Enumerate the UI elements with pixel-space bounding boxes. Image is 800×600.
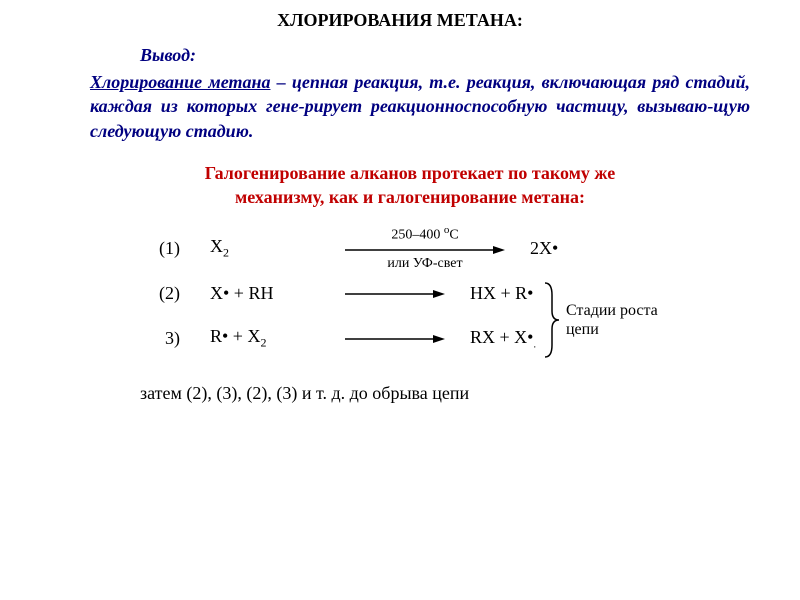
r3-dot: . — [533, 339, 536, 350]
reaction-2-arrow — [340, 289, 450, 299]
brace-icon — [542, 281, 560, 359]
reaction-1-left: X2 — [210, 236, 340, 261]
r1-arrow-bot: или УФ-свет — [387, 257, 462, 271]
page-title: ХЛОРИРОВАНИЯ МЕТАНА: — [50, 10, 750, 31]
brace-l2: цепи — [566, 321, 599, 338]
reaction-1-right: 2X• — [510, 238, 558, 259]
r1-species: X — [210, 236, 223, 256]
halo-line2: механизму, как и галогенирование метана: — [235, 187, 585, 207]
reaction-2: (2) X• + RH HX + R• — [90, 283, 536, 304]
arrow-icon — [345, 334, 445, 344]
reaction-3-arrow — [340, 334, 450, 344]
brace-l1: Стадии роста — [566, 302, 658, 319]
conclusion-label: Вывод: — [140, 45, 750, 66]
r3-left-a: R• + X — [210, 326, 260, 346]
footer-text: затем (2), (3), (2), (3) и т. д. до обры… — [140, 383, 750, 404]
reaction-1-num: (1) — [90, 238, 210, 259]
brace-label: Стадии роста цепи — [566, 301, 658, 339]
r1-temp: 250–400 — [391, 228, 444, 243]
reaction-1-arrow: 250–400 oC или УФ-свет — [340, 225, 510, 271]
halo-line1: Галогенирование алканов протекает по так… — [205, 163, 616, 183]
reaction-3-left: R• + X2 — [210, 326, 340, 351]
brace-group: Стадии роста цепи — [542, 281, 658, 359]
conclusion-text: Хлорирование метана – цепная реакция, т.… — [90, 70, 750, 143]
conclusion-underline: Хлорирование метана — [90, 72, 270, 92]
reactions-2-3-group: (2) X• + RH HX + R• 3) R• + X2 — [90, 281, 750, 359]
page-root: ХЛОРИРОВАНИЯ МЕТАНА: Вывод: Хлорирование… — [0, 0, 800, 404]
r3-right-text: RX + X• — [470, 327, 533, 347]
halogenation-text: Галогенирование алканов протекает по так… — [70, 161, 750, 210]
r1-arrow-top: 250–400 oC — [391, 225, 458, 243]
r3-sub: 2 — [260, 336, 266, 350]
reaction-2-left: X• + RH — [210, 283, 340, 304]
r1-unit: C — [449, 228, 458, 243]
reactions-2-3-left: (2) X• + RH HX + R• 3) R• + X2 — [90, 283, 536, 357]
reaction-2-num: (2) — [90, 283, 210, 304]
arrow-icon — [345, 289, 445, 299]
reaction-2-right: HX + R• — [450, 283, 533, 304]
arrow-icon — [345, 245, 505, 255]
reaction-3-num: 3) — [90, 328, 210, 349]
r1-sub: 2 — [223, 246, 229, 260]
reaction-3-right: RX + X•. — [450, 327, 536, 351]
reaction-1: (1) X2 250–400 oC или УФ-свет 2X• — [90, 225, 750, 271]
reaction-3: 3) R• + X2 RX + X•. — [90, 326, 536, 351]
